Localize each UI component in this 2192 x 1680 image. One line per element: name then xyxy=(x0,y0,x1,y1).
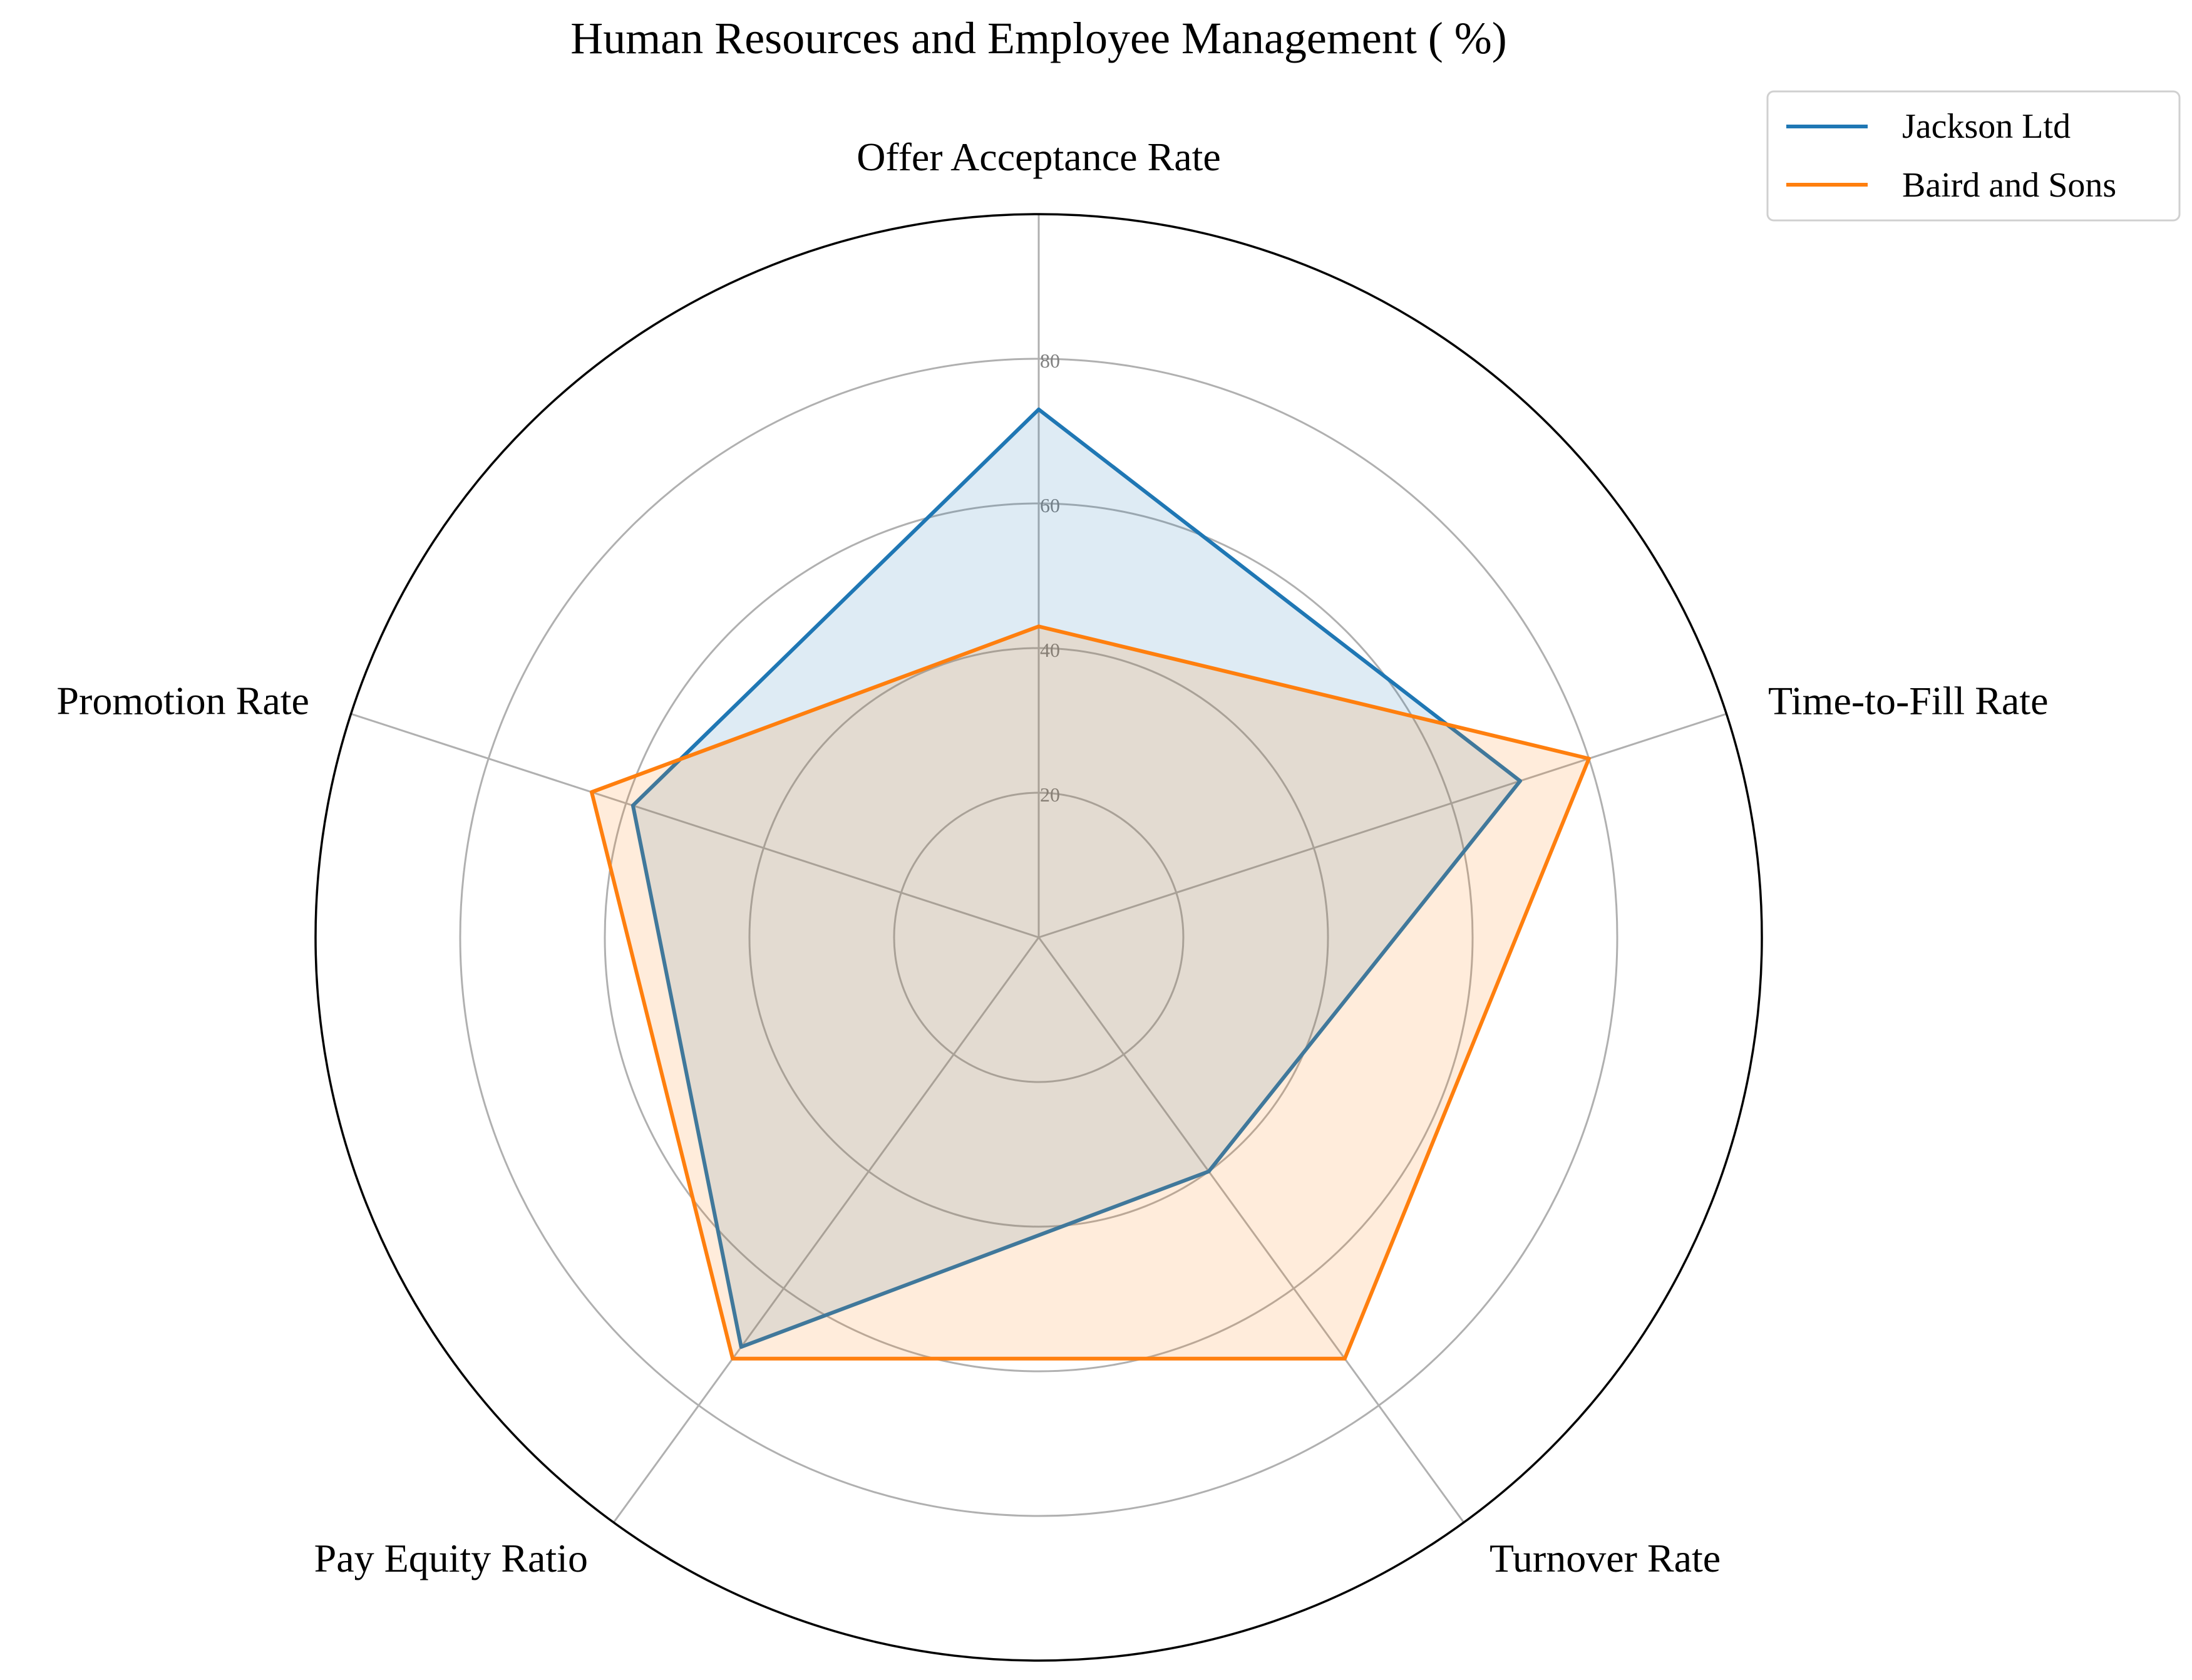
point-baird-and-sons-pay-equity-ratio xyxy=(731,1356,735,1361)
legend-label-baird-and-sons: Baird and Sons xyxy=(1902,166,2116,205)
point-jackson-ltd-promotion-rate xyxy=(630,803,635,808)
series-line-jackson-ltd xyxy=(630,407,1522,1349)
r-tick-label-20: 20 xyxy=(1040,783,1060,806)
point-jackson-ltd-time-to-fill-rate xyxy=(1518,779,1522,783)
r-tick-label-40: 40 xyxy=(1040,639,1060,661)
grid-circle-80 xyxy=(459,358,1618,1517)
axis-label-turnover-rate: Turnover Rate xyxy=(1490,1536,1721,1580)
legend-label-jackson-ltd: Jackson Ltd xyxy=(1902,107,2071,146)
r-tick-label-60: 60 xyxy=(1040,494,1060,517)
grid-circle-60 xyxy=(604,502,1474,1373)
spoke-pay-equity-ratio xyxy=(612,937,1040,1523)
r-tick-label-80: 80 xyxy=(1040,349,1060,372)
labels-layer: Offer Acceptance Rate Time-to-Fill Rate Tu… xyxy=(56,135,2048,1580)
axis-label-offer-acceptance-rate: Offer Acceptance Rate xyxy=(857,135,1221,179)
point-baird-and-sons-turnover-rate xyxy=(1342,1356,1347,1361)
series-area-jackson-ltd xyxy=(632,409,1520,1348)
point-baird-and-sons-time-to-fill-rate xyxy=(1587,756,1591,761)
series-line-baird-and-sons xyxy=(590,624,1591,1361)
point-baird-and-sons-offer-acceptance-rate xyxy=(1037,624,1041,629)
point-baird-and-sons-promotion-rate xyxy=(589,790,594,795)
point-jackson-ltd-pay-equity-ratio xyxy=(739,1345,743,1349)
series-layer xyxy=(589,407,1591,1361)
axis-label-pay-equity-ratio: Pay Equity Ratio xyxy=(314,1536,588,1580)
spoke-time-to-fill-rate xyxy=(1038,713,1727,939)
axis-label-time-to-fill-rate: Time-to-Fill Rate xyxy=(1768,678,2048,723)
axis-label-promotion-rate: Promotion Rate xyxy=(56,678,309,723)
grid-circle-40 xyxy=(748,647,1329,1228)
point-jackson-ltd-turnover-rate xyxy=(1207,1169,1211,1173)
legend-box xyxy=(1766,90,2181,222)
spoke-promotion-rate xyxy=(351,713,1039,939)
spoke-turnover-rate xyxy=(1037,937,1465,1523)
outer-frame xyxy=(314,213,1763,1662)
grid-circle-20 xyxy=(893,791,1185,1083)
series-area-baird-and-sons xyxy=(592,626,1589,1359)
chart-title: Human Resources and Employee Management … xyxy=(570,13,1507,63)
point-jackson-ltd-offer-acceptance-rate xyxy=(1037,407,1041,411)
grid-layer: 20 40 60 80 xyxy=(314,213,1763,1662)
legend: Jackson Ltd Baird and Sons xyxy=(1766,90,2181,222)
